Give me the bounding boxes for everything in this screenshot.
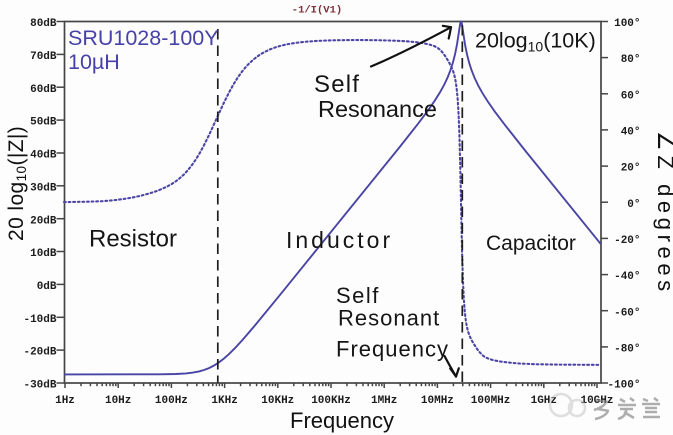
svg-text:-80°: -80°	[614, 344, 640, 356]
svg-text:1Hz: 1Hz	[55, 395, 75, 407]
svg-text:40°: 40°	[621, 127, 641, 139]
svg-text:80°: 80°	[621, 54, 641, 66]
svg-text:-10dB: -10dB	[23, 314, 56, 326]
svg-text:20dB: 20dB	[30, 215, 57, 227]
svg-text:10Hz: 10Hz	[105, 395, 131, 407]
svg-text:∠Z degrees: ∠Z degrees	[653, 131, 673, 296]
svg-text:60°: 60°	[621, 90, 641, 102]
svg-text:10KHz: 10KHz	[261, 395, 294, 407]
svg-text:0dB: 0dB	[37, 281, 57, 293]
svg-text:20°: 20°	[621, 163, 641, 175]
svg-text:70dB: 70dB	[30, 51, 57, 63]
svg-text:80dB: 80dB	[30, 18, 57, 30]
svg-text:Resistor: Resistor	[89, 226, 177, 253]
svg-text:-60°: -60°	[614, 307, 640, 319]
svg-text:1KHz: 1KHz	[211, 395, 237, 407]
svg-text:SRU1028-100Y: SRU1028-100Y	[68, 26, 219, 50]
svg-text:Inductor: Inductor	[286, 227, 393, 253]
svg-text:100KHz: 100KHz	[311, 395, 351, 407]
svg-text:Self: Self	[336, 283, 380, 308]
svg-text:Resonant: Resonant	[338, 306, 440, 331]
svg-text:10MHz: 10MHz	[421, 395, 454, 407]
svg-text:40dB: 40dB	[30, 150, 57, 162]
svg-text:Self: Self	[314, 71, 360, 98]
svg-text:20 log10(|Z|): 20 log10(|Z|)	[5, 126, 29, 241]
svg-text:1MHz: 1MHz	[371, 395, 397, 407]
svg-text:10µH: 10µH	[68, 50, 120, 74]
svg-text:100MHz: 100MHz	[471, 395, 511, 407]
svg-text:Frequency: Frequency	[290, 408, 394, 433]
svg-text:60dB: 60dB	[30, 84, 57, 96]
svg-text:50dB: 50dB	[30, 117, 57, 129]
svg-text:100°: 100°	[614, 18, 640, 30]
svg-text:10dB: 10dB	[30, 248, 57, 260]
svg-text:-40°: -40°	[614, 271, 640, 283]
svg-text:-100°: -100°	[607, 380, 640, 392]
svg-text:100Hz: 100Hz	[155, 395, 188, 407]
svg-text:Frequency: Frequency	[336, 337, 449, 362]
svg-text:-1/I(V1): -1/I(V1)	[292, 5, 342, 17]
svg-text:Resonance: Resonance	[318, 96, 437, 122]
svg-text:20log10(10K): 20log10(10K)	[475, 29, 596, 55]
svg-text:Capacitor: Capacitor	[486, 232, 576, 255]
svg-text:-20°: -20°	[614, 235, 640, 247]
svg-text:0°: 0°	[627, 199, 640, 211]
svg-text:30dB: 30dB	[30, 182, 57, 194]
svg-text:-30dB: -30dB	[23, 380, 56, 392]
svg-text:-20dB: -20dB	[23, 347, 56, 359]
